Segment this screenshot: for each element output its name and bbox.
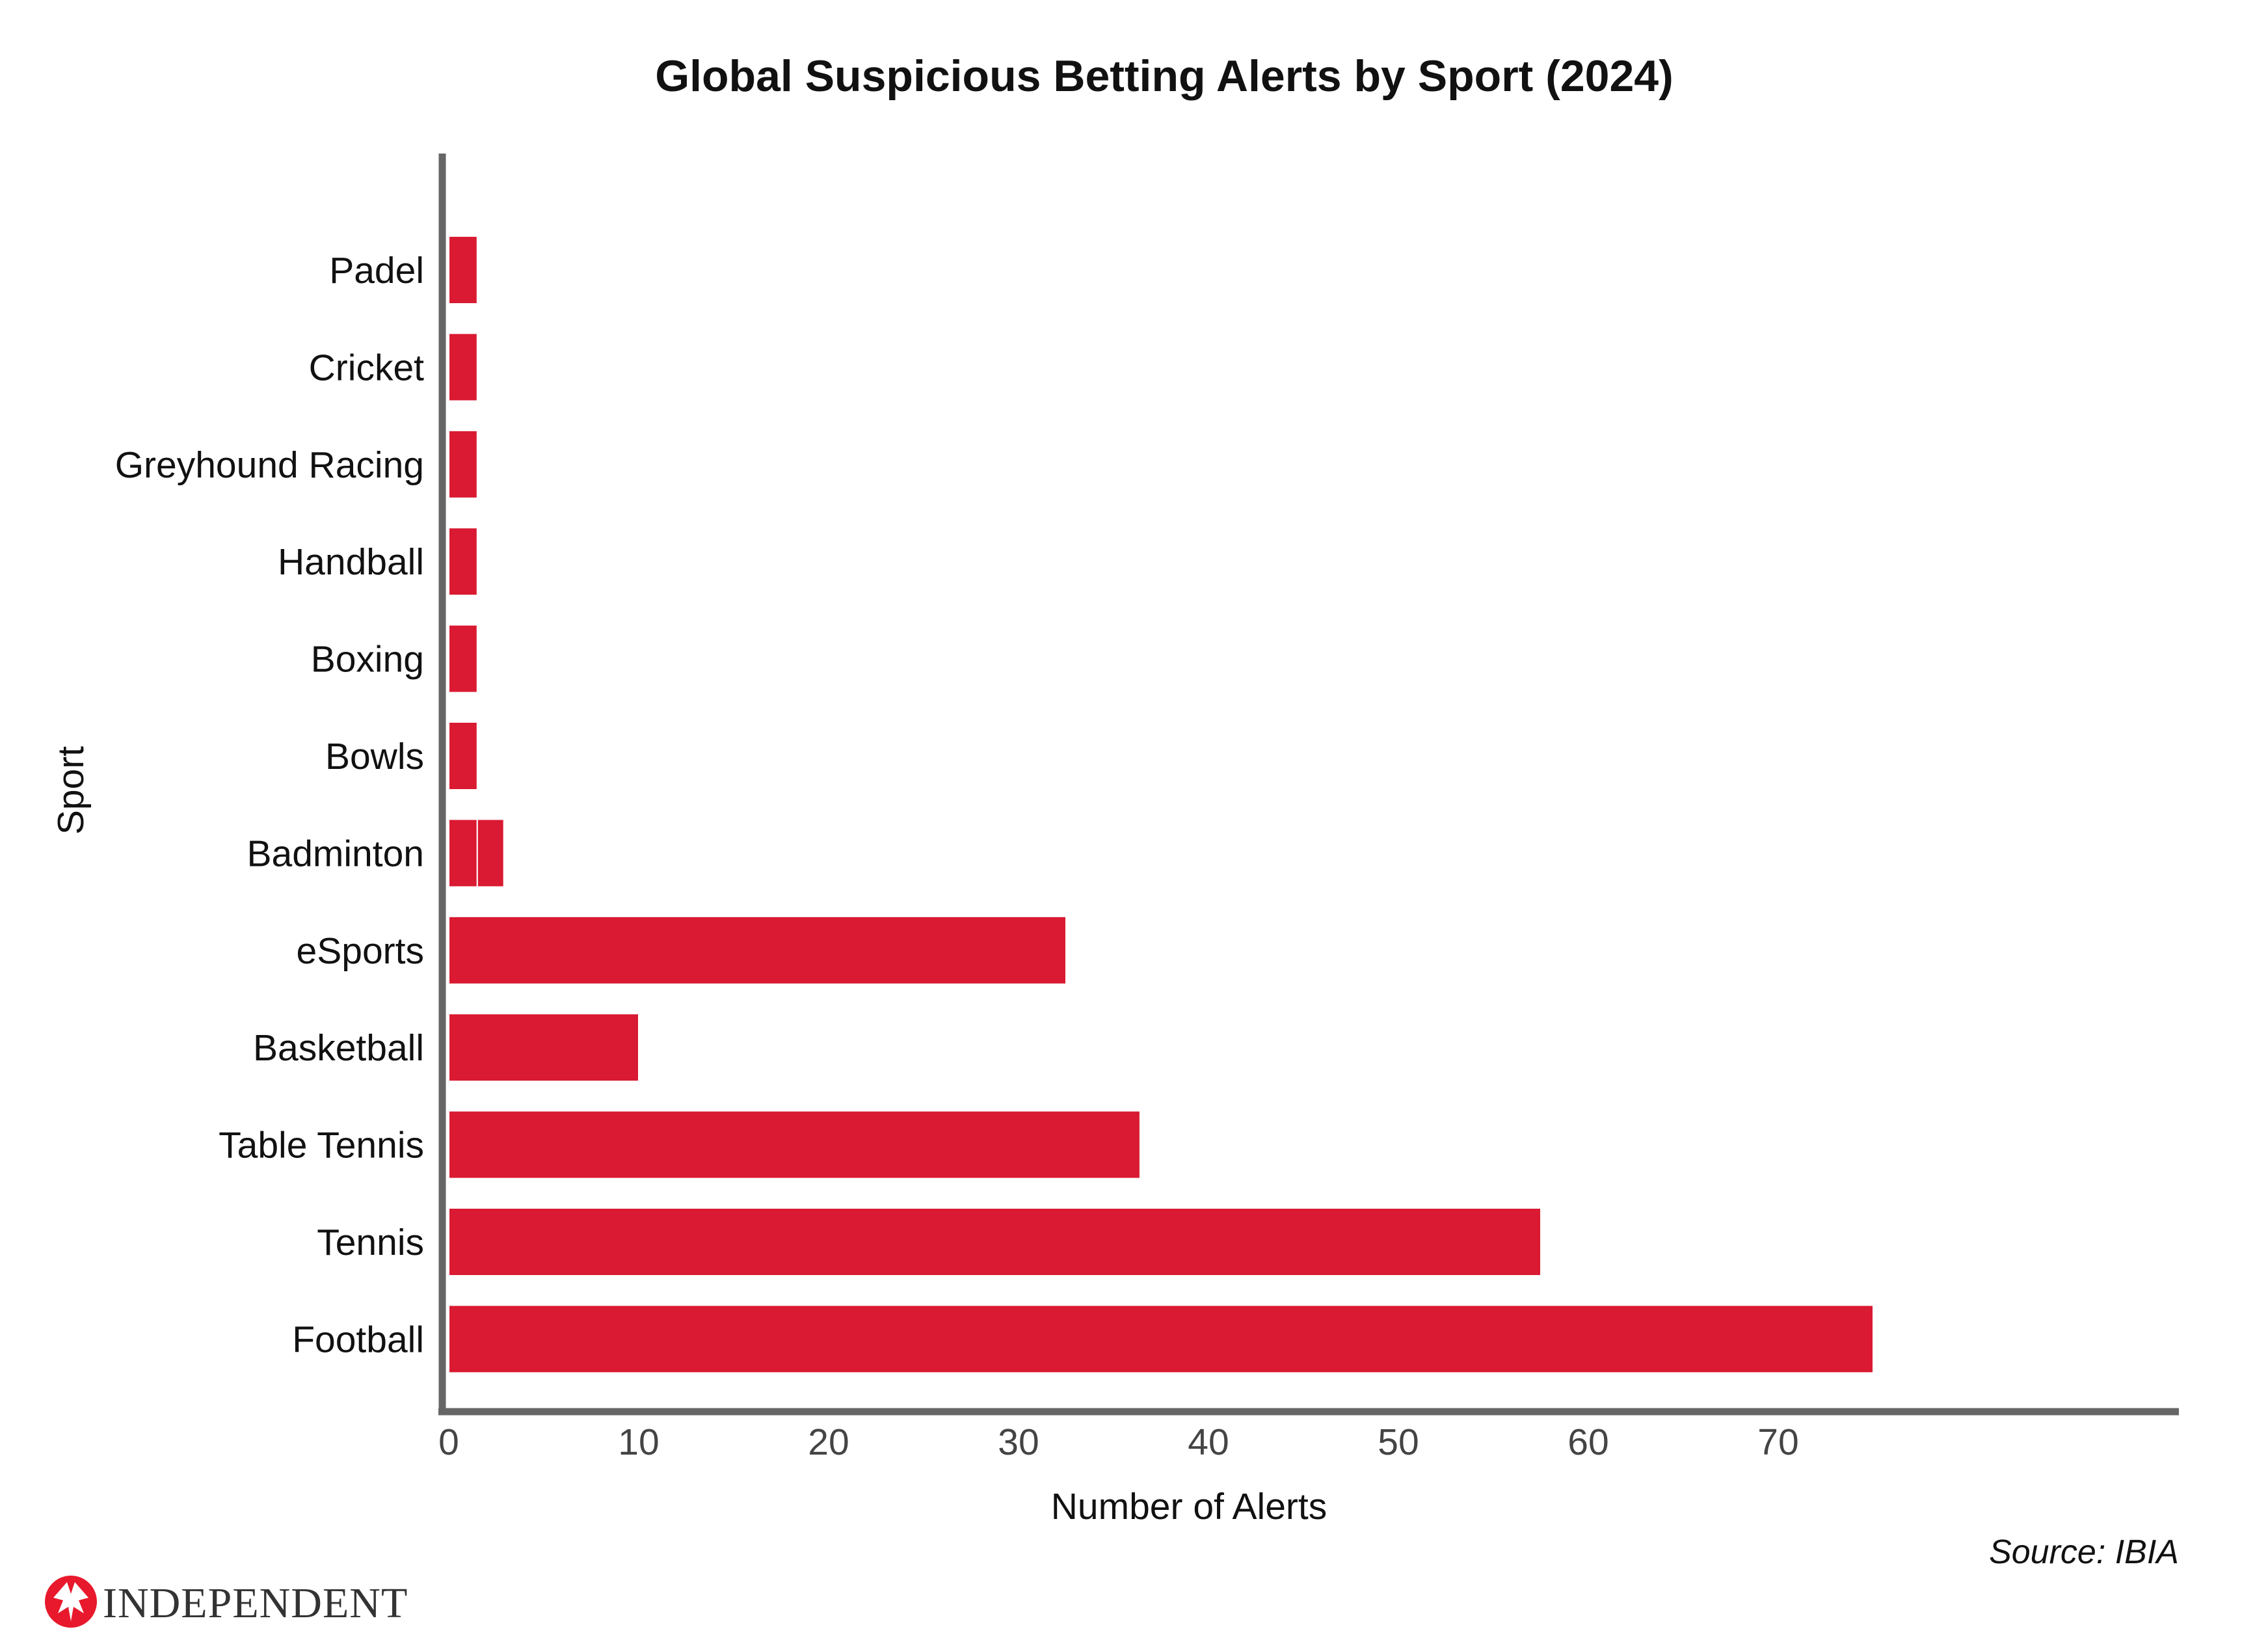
bars-group [448, 235, 1874, 1374]
x-tick-label-40: 40 [1188, 1421, 1229, 1463]
bar-greyhound-racing [448, 429, 478, 499]
category-label-bowls: Bowls [325, 736, 424, 777]
category-label-esports: eSports [297, 930, 424, 972]
x-tick-label-60: 60 [1568, 1421, 1608, 1463]
category-label-table-tennis: Table Tennis [219, 1125, 424, 1166]
bar-cricket [448, 332, 478, 402]
x-tick-label-0: 0 [438, 1421, 459, 1463]
bar-table-tennis [448, 1110, 1141, 1179]
x-axis-title: Number of Alerts [1051, 1486, 1327, 1527]
bar-tennis [448, 1207, 1541, 1276]
x-tick-label-70: 70 [1757, 1421, 1798, 1463]
y-axis-title: Sport [50, 746, 92, 835]
category-label-football: Football [292, 1319, 424, 1360]
source-note: Source: IBIA [1989, 1533, 2179, 1571]
category-label-boxing: Boxing [311, 639, 424, 680]
category-label-greyhound-racing: Greyhound Racing [115, 444, 424, 486]
bar-padel [448, 235, 478, 304]
category-label-basketball: Basketball [253, 1027, 424, 1069]
category-label-cricket: Cricket [309, 347, 425, 388]
category-label-tennis: Tennis [317, 1222, 424, 1263]
brand-name: INDEPENDENT [103, 1580, 408, 1627]
category-labels: Padel Cricket Greyhound Racing Handball Boxi… [115, 250, 424, 1360]
category-label-padel: Padel [329, 250, 424, 291]
bar-bowls [448, 721, 478, 790]
eagle-icon [45, 1576, 97, 1628]
bar-basketball [448, 1013, 639, 1082]
x-tick-label-20: 20 [808, 1421, 849, 1463]
bar-handball [448, 527, 478, 597]
bar-boxing [448, 624, 478, 693]
chart-title: Global Suspicious Betting Alerts by Spor… [655, 51, 1674, 101]
bar-badminton-segment-2 [476, 818, 505, 888]
category-label-badminton: Badminton [247, 833, 424, 874]
bar-football [448, 1304, 1874, 1374]
x-tick-label-30: 30 [998, 1421, 1039, 1463]
x-tick-label-10: 10 [618, 1421, 659, 1463]
x-tick-label-50: 50 [1378, 1421, 1419, 1463]
bar-badminton [448, 818, 478, 888]
x-tick-labels: 0 10 20 30 40 50 60 70 [438, 1421, 1799, 1463]
brand-logo: INDEPENDENT [45, 1576, 408, 1628]
bar-esports [448, 915, 1067, 985]
category-label-handball: Handball [278, 541, 424, 583]
